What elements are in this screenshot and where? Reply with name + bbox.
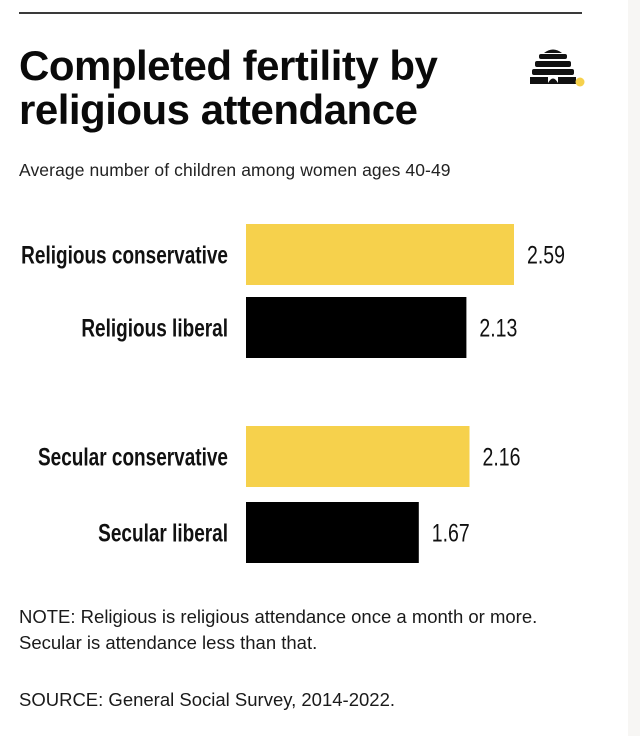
bar-secular-conservative [246, 426, 470, 487]
chart-subtitle: Average number of children among women a… [19, 160, 451, 180]
value-label-religious-liberal: 2.13 [479, 314, 517, 342]
chart-source: SOURCE: General Social Survey, 2014-2022… [19, 689, 396, 710]
value-label-religious-conservative: 2.59 [527, 241, 565, 269]
beehive-stripe [535, 61, 571, 67]
logo-dot [575, 77, 585, 87]
page-side-strip [628, 0, 640, 736]
category-label-secular-liberal: Secular liberal [98, 519, 228, 547]
beehive-door-stripe [530, 77, 576, 84]
bar-religious-conservative [246, 224, 514, 285]
value-label-secular-liberal: 1.67 [432, 519, 470, 547]
chart-note: NOTE: Religious is religious attendance … [19, 606, 538, 653]
beehive-icon [530, 49, 585, 87]
top-rule [19, 12, 582, 14]
value-label-secular-conservative: 2.16 [483, 443, 521, 471]
bar-secular-liberal [246, 502, 419, 563]
category-label-religious-liberal: Religious liberal [81, 314, 228, 342]
chart-title: Completed fertility by religious attenda… [19, 42, 438, 133]
beehive-stripe [539, 54, 567, 59]
beehive-stripe [532, 69, 574, 75]
category-label-religious-conservative: Religious conservative [21, 241, 228, 269]
category-label-secular-conservative: Secular conservative [38, 443, 228, 471]
bar-religious-liberal [246, 297, 467, 358]
bar-chart: Religious conservative 2.59 Religious libe… [21, 224, 565, 563]
